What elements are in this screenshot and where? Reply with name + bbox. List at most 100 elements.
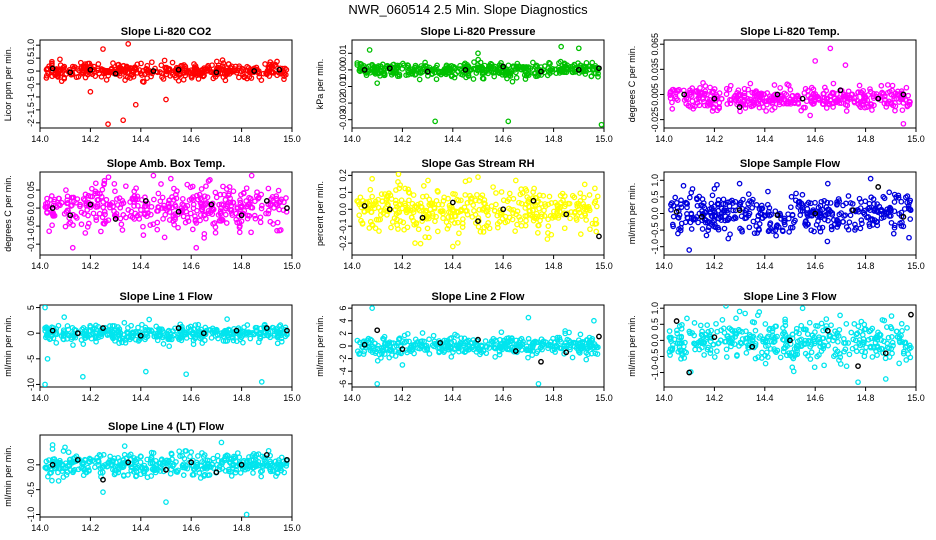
data-point: [116, 195, 123, 202]
data-point: [757, 93, 764, 99]
data-point: [99, 463, 106, 469]
x-tick-label: 14.6: [182, 261, 200, 271]
data-point: [230, 462, 237, 468]
data-point: [224, 316, 230, 323]
data-point: [62, 223, 69, 230]
data-point: [836, 95, 843, 101]
data-point: [583, 217, 590, 223]
data-point: [886, 345, 892, 352]
data-point: [267, 202, 274, 209]
data-point: [758, 355, 765, 361]
data-point: [540, 192, 547, 199]
data-point: [777, 354, 784, 361]
data-point: [371, 63, 378, 70]
data-point: [767, 221, 773, 228]
data-point: [43, 203, 50, 210]
reference-point: [673, 318, 680, 324]
data-point: [765, 228, 772, 235]
data-point: [102, 211, 108, 218]
data-point: [187, 210, 194, 217]
reference-point: [284, 456, 290, 463]
data-point: [166, 343, 173, 350]
data-point: [144, 456, 151, 463]
x-tick-label: 14.2: [394, 393, 412, 403]
data-point: [560, 211, 567, 218]
y-tick-label: 0.01: [338, 45, 348, 63]
x-tick-label: 14.8: [857, 393, 875, 403]
reference-point: [900, 213, 907, 220]
data-point: [176, 448, 183, 455]
data-point: [90, 210, 97, 217]
data-point: [367, 347, 374, 354]
data-point: [263, 210, 269, 217]
reference-point: [900, 91, 907, 98]
data-point: [577, 231, 584, 238]
y-tick-label: 0.005: [650, 83, 660, 106]
data-point: [167, 470, 174, 477]
data-point: [751, 230, 758, 237]
data-point: [63, 471, 70, 478]
reference-point: [386, 206, 393, 213]
data-point: [270, 221, 277, 227]
x-tick-label: 14.2: [706, 261, 724, 271]
data-point: [753, 223, 760, 229]
data-point: [135, 329, 142, 336]
data-point: [448, 353, 455, 360]
chart-temp: Slope Li-820 Temp.14.0 14.2 14.4 14.6 14.8 15…: [627, 26, 925, 144]
data-point: [522, 186, 529, 192]
data-point: [356, 350, 363, 356]
data-point: [684, 214, 691, 221]
reference-point: [711, 334, 718, 341]
data-point: [905, 205, 912, 211]
data-point: [169, 463, 176, 470]
data-point: [267, 452, 274, 459]
data-point: [901, 348, 907, 355]
points-sample: [668, 175, 914, 253]
data-point: [56, 68, 63, 75]
data-point: [720, 196, 727, 203]
data-point: [491, 207, 498, 214]
data-point: [823, 204, 830, 210]
data-point: [670, 342, 676, 348]
data-point: [131, 199, 138, 205]
data-point: [547, 60, 553, 67]
data-point: [405, 189, 412, 196]
data-point: [194, 207, 200, 214]
data-point: [454, 209, 461, 216]
data-point: [720, 325, 727, 332]
data-point: [789, 212, 796, 219]
data-point: [464, 338, 470, 344]
data-point: [197, 217, 203, 224]
outlier-point: [449, 243, 456, 250]
data-point: [136, 216, 143, 222]
data-point: [406, 197, 412, 204]
data-point: [177, 453, 183, 460]
data-point: [737, 328, 743, 334]
data-point: [193, 65, 200, 72]
data-point: [686, 194, 693, 201]
data-point: [265, 207, 272, 214]
data-point: [811, 100, 817, 107]
data-point: [411, 350, 417, 357]
x-tick-label: 15.0: [283, 134, 301, 144]
data-point: [884, 82, 891, 88]
y-tick-label: 0.00: [338, 61, 348, 79]
data-point: [881, 211, 887, 218]
data-point: [234, 450, 241, 456]
data-point: [512, 228, 519, 234]
data-point: [784, 343, 791, 349]
data-point: [240, 71, 246, 78]
data-point: [180, 472, 187, 478]
data-point: [258, 205, 265, 212]
data-point: [140, 223, 146, 230]
data-point: [161, 57, 168, 64]
data-point: [899, 107, 906, 114]
outlier-point: [807, 112, 814, 119]
data-point: [491, 73, 498, 80]
data-point: [711, 185, 718, 192]
data-point: [506, 190, 513, 197]
data-point: [396, 336, 402, 342]
data-point: [183, 448, 189, 454]
x-tick-label: 14.4: [756, 261, 774, 271]
